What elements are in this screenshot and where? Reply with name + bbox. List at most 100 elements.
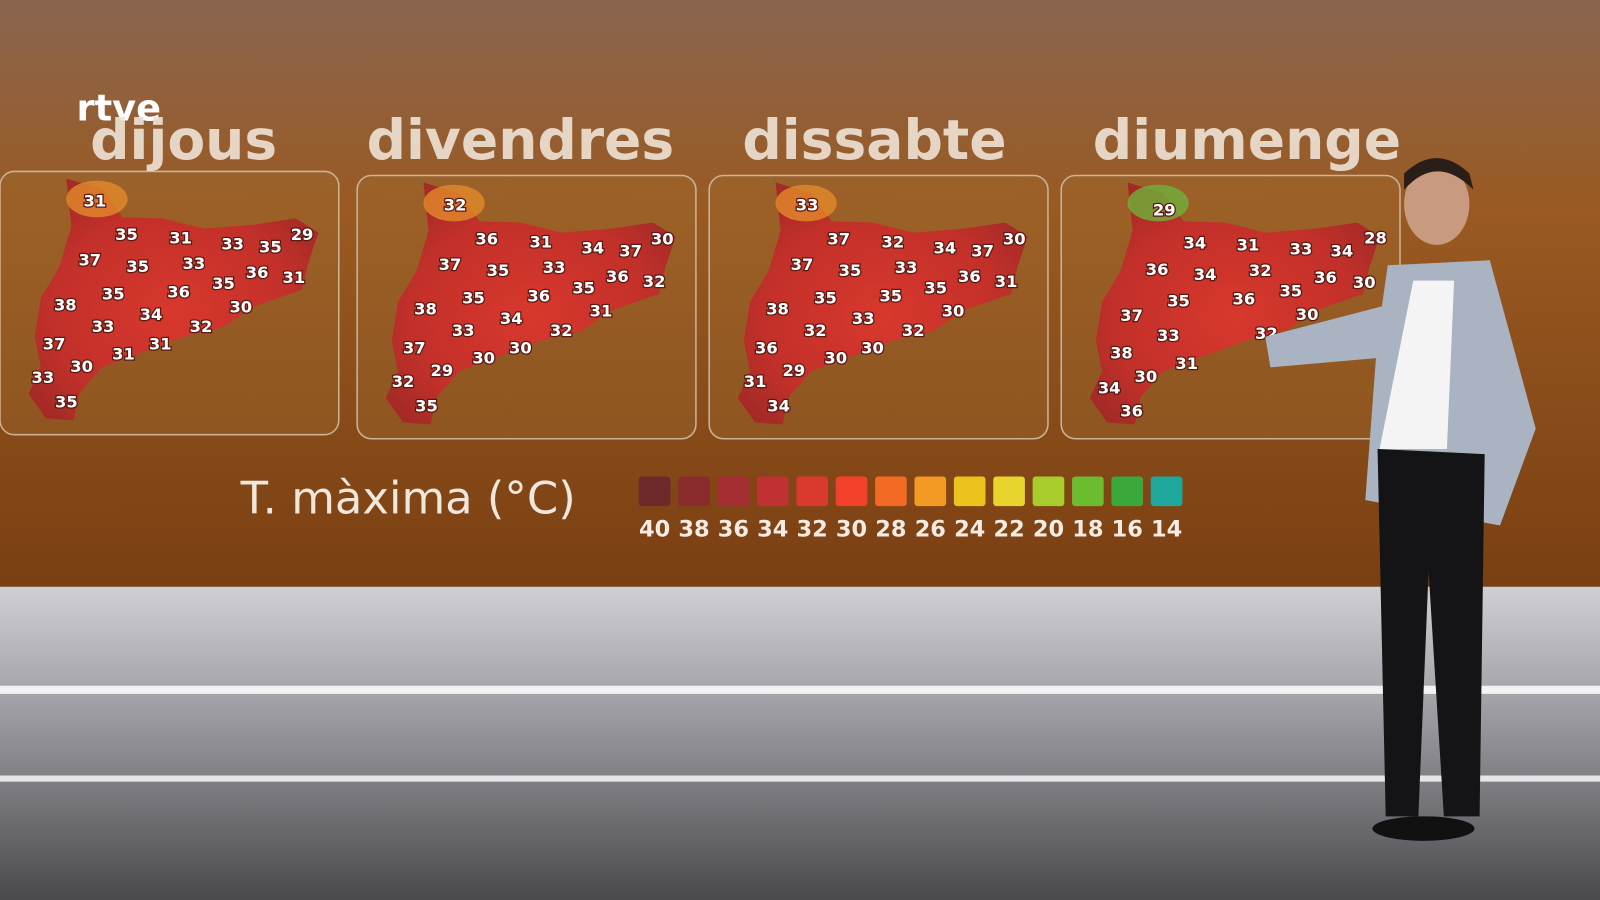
legend-label: 24	[954, 517, 985, 543]
legend-label: 14	[1151, 517, 1182, 543]
temperature-label: 29	[783, 361, 806, 380]
legend-swatch	[1032, 476, 1065, 507]
temperature-label: 31	[84, 192, 107, 211]
temperature-label: 30	[1003, 229, 1026, 248]
temperature-label: 33	[452, 321, 475, 340]
temperature-label: 34	[1098, 378, 1121, 397]
temperature-label: 35	[1167, 292, 1190, 311]
legend-swatch	[835, 476, 868, 507]
temperature-label: 34	[140, 305, 163, 324]
temperature-label: 34	[1330, 242, 1353, 261]
temperature-label: 35	[55, 393, 78, 412]
temperature-label: 31	[995, 272, 1018, 291]
studio-floor	[0, 586, 1600, 900]
legend-label: 30	[836, 517, 867, 543]
temperature-label: 33	[32, 368, 55, 387]
legend-swatch	[875, 476, 907, 507]
temperature-label: 30	[942, 302, 965, 321]
temperature-label: 33	[1290, 240, 1313, 259]
legend-swatch	[756, 476, 789, 507]
temperature-label: 34	[500, 309, 523, 328]
legend-label: 40	[639, 517, 670, 543]
temperature-label: 34	[934, 238, 957, 257]
temperature-label: 33	[183, 254, 206, 273]
temperature-label: 33	[1157, 326, 1180, 345]
legend-swatch	[638, 476, 671, 507]
temperature-label: 36	[958, 267, 981, 286]
day-title: dijous	[90, 108, 277, 172]
temperature-label: 36	[475, 229, 498, 248]
temperature-label: 37	[827, 229, 850, 248]
map-highland	[1127, 184, 1189, 222]
presenter	[1265, 158, 1536, 841]
temperature-label: 29	[1153, 201, 1176, 220]
temperature-label: 37	[403, 338, 426, 357]
temperature-label: 33	[796, 196, 819, 215]
legend-label: 28	[875, 517, 906, 543]
temperature-label: 35	[462, 288, 485, 307]
temperature-label: 30	[1296, 305, 1319, 324]
temperature-label: 38	[1110, 344, 1133, 363]
temperature-label: 36	[1233, 290, 1256, 309]
temperature-label: 34	[582, 238, 605, 257]
temperature-label: 31	[1175, 354, 1198, 373]
day-title: diumenge	[1093, 108, 1401, 172]
map-highland	[775, 184, 837, 222]
temperature-label: 31	[744, 372, 767, 391]
temperature-label: 35	[415, 397, 438, 416]
temperature-label: 30	[861, 338, 884, 357]
temperature-label: 35	[814, 288, 837, 307]
temperature-label: 33	[543, 258, 566, 277]
temperature-label: 37	[1120, 306, 1143, 325]
temperature-label: 37	[43, 334, 66, 353]
temperature-label: 32	[444, 196, 467, 215]
temperature-label: 37	[439, 255, 462, 274]
legend-label: 26	[915, 517, 946, 543]
temperature-label: 37	[791, 255, 814, 274]
temperature-label: 33	[852, 309, 875, 328]
temperature-label: 34	[1194, 265, 1217, 284]
legend-label: 16	[1112, 517, 1143, 543]
temperature-label: 35	[839, 261, 862, 280]
legend-label: 38	[678, 517, 709, 543]
temperature-label: 29	[291, 225, 314, 244]
legend-swatch	[953, 476, 986, 507]
temperature-label: 37	[971, 242, 994, 261]
temperature-label: 35	[115, 225, 138, 244]
temperature-label: 31	[169, 228, 192, 247]
temperature-label: 31	[1237, 235, 1260, 254]
legend-title: T. màxima (°C)	[240, 471, 576, 524]
temperature-label: 31	[112, 345, 135, 364]
temperature-label: 29	[430, 361, 453, 380]
temperature-label: 32	[643, 272, 666, 291]
legend-label: 22	[993, 517, 1024, 543]
legend-label: 20	[1033, 517, 1064, 543]
temperature-label: 36	[1120, 402, 1143, 421]
day-title: divendres	[367, 108, 675, 172]
temperature-label: 32	[550, 321, 573, 340]
light-strip	[0, 685, 1600, 694]
temperature-label: 35	[879, 286, 902, 305]
temperature-label: 36	[755, 338, 778, 357]
light-strip	[0, 775, 1600, 782]
temperature-label: 35	[126, 257, 149, 276]
temperature-label: 35	[102, 284, 125, 303]
temperature-label: 37	[619, 242, 642, 261]
temperature-label: 35	[1279, 281, 1302, 300]
temperature-label: 31	[283, 268, 306, 287]
map-highland	[66, 180, 128, 218]
temperature-label: 35	[259, 237, 282, 256]
temperature-label: 32	[392, 372, 415, 391]
temperature-label: 33	[895, 258, 918, 277]
temperature-label: 30	[472, 349, 495, 368]
legend-swatch	[1111, 476, 1144, 507]
temperature-label: 32	[1249, 261, 1272, 280]
legend-label: 32	[797, 517, 828, 543]
temperature-label: 30	[824, 349, 847, 368]
day-title: dissabte	[742, 108, 1006, 172]
legend-label: 36	[718, 517, 749, 543]
